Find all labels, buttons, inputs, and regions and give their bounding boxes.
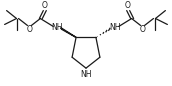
Polygon shape [61,28,76,37]
Text: O: O [125,1,131,10]
Text: O: O [41,1,47,10]
Text: O: O [26,25,32,34]
Text: NH: NH [51,23,63,32]
Text: NH: NH [80,70,92,79]
Text: NH: NH [109,23,121,32]
Text: O: O [140,25,146,34]
